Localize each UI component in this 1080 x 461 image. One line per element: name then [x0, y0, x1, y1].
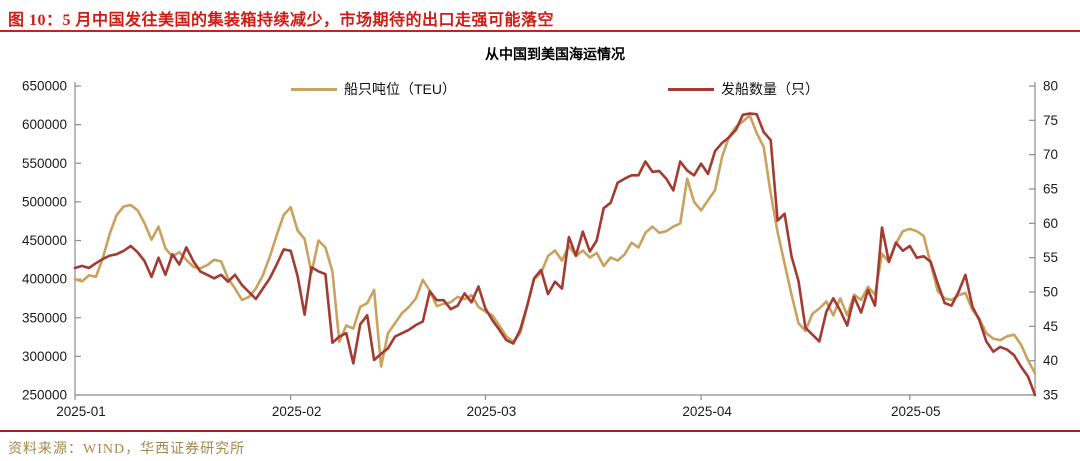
source-note: 资料来源：WIND，华西证券研究所 [8, 442, 246, 457]
legend-swatch [291, 87, 337, 91]
legend-swatch [668, 87, 714, 91]
footer-rule [0, 430, 1080, 432]
right-axis-tick-label: 80 [1043, 79, 1058, 94]
right-axis-tick-label: 70 [1043, 147, 1058, 162]
x-axis-tick-label: 2025-05 [891, 404, 941, 419]
x-axis-tick-label: 2025-01 [56, 404, 106, 419]
chart-title: 从中国到美国海运情况 [485, 46, 625, 62]
left-axis-tick-label: 600000 [22, 117, 67, 132]
right-axis-tick-label: 40 [1043, 353, 1058, 368]
x-axis-tick-label: 2025-04 [682, 404, 732, 419]
left-axis-tick-label: 250000 [22, 388, 67, 403]
legend-label: 船只吨位（TEU） [344, 81, 456, 97]
left-axis-tick-label: 350000 [22, 310, 67, 325]
right-axis-tick-label: 50 [1043, 285, 1058, 300]
right-axis-tick-label: 45 [1043, 319, 1058, 334]
left-axis-tick-label: 550000 [22, 156, 67, 171]
figure-title: 图 10：5 月中国发往美国的集装箱持续减少，市场期待的出口走强可能落空 [8, 12, 555, 29]
left-axis-tick-label: 500000 [22, 194, 67, 209]
legend-label: 发船数量（只） [721, 81, 819, 97]
right-axis-tick-label: 75 [1043, 113, 1058, 128]
teu-tonnage-line [73, 114, 1037, 375]
legend-item: 船只吨位（TEU） [291, 79, 456, 99]
left-axis-tick-label: 400000 [22, 272, 67, 287]
left-axis-tick-label: 450000 [22, 233, 67, 248]
x-axis-tick-label: 2025-03 [467, 404, 517, 419]
left-axis-tick-label: 300000 [22, 349, 67, 364]
header-rule [0, 30, 1080, 32]
right-axis-tick-label: 65 [1043, 182, 1058, 197]
ship-count-line [73, 112, 1037, 397]
right-axis-tick-label: 55 [1043, 250, 1058, 265]
left-axis-tick-label: 650000 [22, 79, 67, 94]
right-axis-tick-label: 35 [1043, 388, 1058, 403]
chart-legend: 船只吨位（TEU） 发船数量（只） [75, 79, 1035, 99]
x-axis-tick-label: 2025-02 [272, 404, 322, 419]
legend-item: 发船数量（只） [668, 79, 819, 99]
right-axis-tick-label: 60 [1043, 216, 1058, 231]
